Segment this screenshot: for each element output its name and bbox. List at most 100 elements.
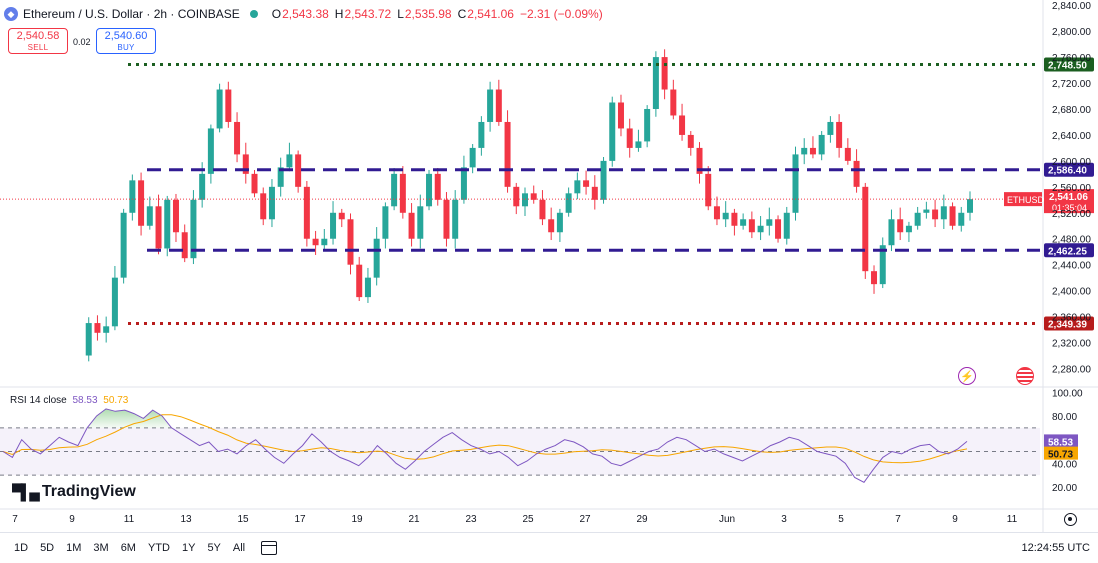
candle-body[interactable]: [713, 206, 720, 220]
candle-body[interactable]: [111, 277, 118, 327]
candle-body[interactable]: [495, 89, 502, 122]
period-6m[interactable]: 6M: [120, 542, 136, 554]
candle-body[interactable]: [312, 238, 319, 246]
candle-body[interactable]: [399, 173, 406, 213]
candle-body[interactable]: [818, 134, 825, 155]
candle-body[interactable]: [408, 212, 415, 239]
candle-body[interactable]: [905, 225, 912, 233]
period-1y[interactable]: 1Y: [181, 542, 196, 554]
candle-body[interactable]: [827, 121, 834, 135]
candle-body[interactable]: [242, 154, 249, 174]
candle-body[interactable]: [565, 193, 572, 213]
period-3m[interactable]: 3M: [93, 542, 109, 554]
candle-body[interactable]: [452, 199, 459, 239]
candle-body[interactable]: [740, 219, 747, 226]
candle-body[interactable]: [836, 121, 843, 148]
candle-body[interactable]: [853, 160, 860, 187]
candle-body[interactable]: [321, 238, 328, 246]
candle-body[interactable]: [172, 199, 179, 233]
candle-body[interactable]: [591, 186, 598, 200]
candle-body[interactable]: [434, 173, 441, 200]
candle-body[interactable]: [85, 323, 92, 356]
candle-body[interactable]: [146, 206, 153, 226]
candle-body[interactable]: [382, 206, 389, 239]
clock[interactable]: 12:24:55 UTC: [1021, 542, 1090, 554]
candle-body[interactable]: [583, 180, 590, 187]
candle-body[interactable]: [207, 128, 214, 174]
candle-body[interactable]: [303, 186, 310, 239]
candle-body[interactable]: [155, 206, 162, 249]
candle-body[interactable]: [356, 264, 363, 298]
candle-body[interactable]: [949, 206, 956, 226]
rsi-legend[interactable]: RSI 14 close 58.53 50.73: [10, 395, 128, 406]
period-1d[interactable]: 1D: [14, 542, 29, 554]
candle-body[interactable]: [792, 154, 799, 213]
rsi-ma-line[interactable]: [2, 414, 968, 464]
candle-body[interactable]: [513, 186, 520, 207]
candle-body[interactable]: [844, 147, 851, 161]
us-flag-event-icon[interactable]: [1016, 367, 1034, 385]
calendar-range-icon[interactable]: [261, 541, 278, 555]
candle-body[interactable]: [609, 102, 616, 161]
period-ytd[interactable]: YTD: [147, 542, 170, 554]
candle-body[interactable]: [626, 128, 633, 148]
candle-body[interactable]: [504, 121, 511, 187]
candle-body[interactable]: [417, 206, 424, 239]
candle-body[interactable]: [129, 180, 136, 213]
candle-body[interactable]: [766, 219, 773, 226]
symbol-title[interactable]: Ethereum / U.S. Dollar · 2h · COINBASE: [23, 7, 240, 21]
candle-body[interactable]: [940, 206, 947, 220]
candle-body[interactable]: [260, 193, 267, 220]
candle-body[interactable]: [347, 219, 354, 265]
candle-body[interactable]: [225, 89, 232, 122]
candle-body[interactable]: [460, 167, 467, 200]
chart-settings-gear-icon[interactable]: [1064, 513, 1077, 526]
candle-body[interactable]: [879, 245, 886, 285]
candle-body[interactable]: [391, 173, 398, 207]
candle-body[interactable]: [164, 199, 171, 249]
candle-body[interactable]: [679, 115, 686, 135]
candle-body[interactable]: [216, 89, 223, 129]
candle-body[interactable]: [958, 212, 965, 226]
period-5y[interactable]: 5Y: [207, 542, 221, 554]
candle-body[interactable]: [295, 154, 302, 187]
candle-body[interactable]: [539, 199, 546, 220]
candle-body[interactable]: [234, 121, 241, 155]
buy-button[interactable]: 2,540.60 BUY: [96, 28, 156, 54]
candle-body[interactable]: [731, 212, 738, 226]
candle-body[interactable]: [330, 212, 337, 239]
candle-body[interactable]: [722, 212, 729, 220]
candle-body[interactable]: [923, 209, 930, 213]
candle-body[interactable]: [914, 212, 921, 226]
candle-body[interactable]: [600, 160, 607, 200]
candle-body[interactable]: [967, 199, 973, 213]
candle-body[interactable]: [94, 323, 101, 333]
candle-body[interactable]: [138, 180, 145, 226]
candle-body[interactable]: [103, 326, 110, 333]
candle-body[interactable]: [897, 219, 904, 233]
candle-body[interactable]: [443, 199, 450, 239]
candle-body[interactable]: [181, 232, 188, 259]
candle-body[interactable]: [783, 212, 790, 239]
candle-body[interactable]: [574, 180, 581, 194]
candle-body[interactable]: [426, 173, 433, 207]
candle-body[interactable]: [801, 147, 808, 155]
candle-body[interactable]: [687, 134, 694, 148]
candle-body[interactable]: [617, 102, 624, 129]
candle-body[interactable]: [661, 57, 668, 90]
candle-body[interactable]: [373, 238, 380, 278]
sell-button[interactable]: 2,540.58 SELL: [8, 28, 68, 54]
candle-body[interactable]: [277, 167, 284, 187]
candle-body[interactable]: [696, 147, 703, 174]
candle-body[interactable]: [338, 212, 345, 220]
candle-body[interactable]: [487, 89, 494, 122]
candle-body[interactable]: [469, 147, 476, 168]
candle-body[interactable]: [670, 89, 677, 116]
candle-body[interactable]: [932, 209, 939, 220]
candle-body[interactable]: [862, 186, 869, 272]
candle-body[interactable]: [652, 57, 659, 109]
candle-body[interactable]: [757, 225, 764, 233]
period-1m[interactable]: 1M: [66, 542, 82, 554]
candle-body[interactable]: [199, 173, 206, 200]
